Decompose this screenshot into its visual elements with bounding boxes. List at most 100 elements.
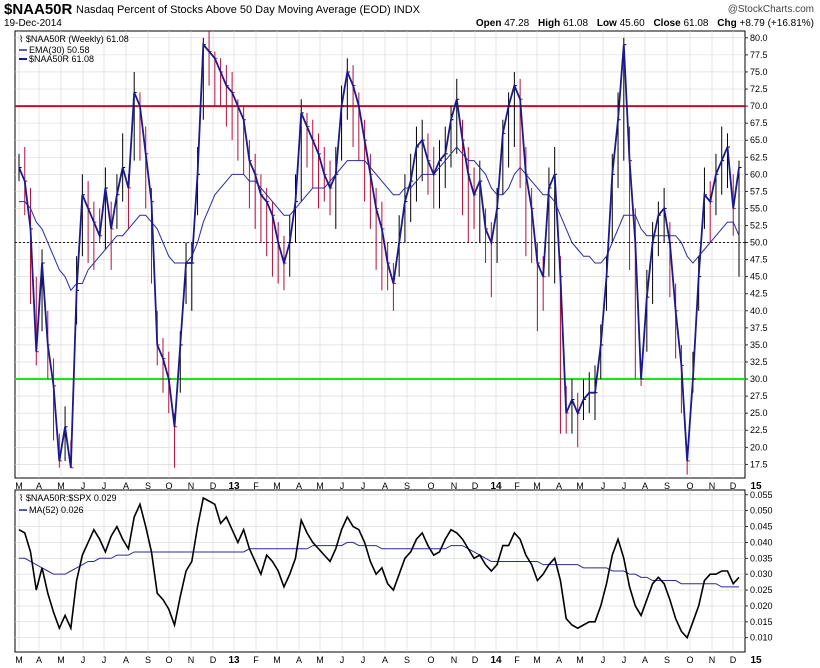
x-tick-label: N (188, 481, 195, 491)
y-tick-label: 25.0 (750, 408, 768, 418)
chart-date: 19-Dec-2014 (4, 18, 62, 29)
high-label: High (538, 18, 561, 29)
x-tick-label: M (273, 655, 281, 665)
series-line-ratio (18, 496, 740, 640)
x-tick-label: A (556, 481, 562, 491)
legend-entry-ema: EMA(30) 50.58 (29, 45, 90, 55)
x-tick-label: N (451, 481, 458, 491)
x-tick-label: 13 (228, 481, 240, 492)
series-line-naa50r (18, 42, 740, 468)
y-tick-label: 37.5 (750, 323, 768, 333)
x-tick-label: J (361, 481, 366, 491)
x-tick-label: M (576, 481, 584, 491)
y-tick-label: 30.0 (750, 374, 768, 384)
x-tick-label: A (382, 481, 388, 491)
y-tick-label: 65.0 (750, 135, 768, 145)
y-tick-label: 0.035 (750, 553, 773, 563)
x-tick-label: M (273, 481, 281, 491)
x-tick-label: N (709, 655, 716, 665)
x-tick-label: F (253, 481, 259, 491)
x-tick-label: J (601, 655, 606, 665)
x-tick-label: S (664, 655, 670, 665)
x-tick-label: J (361, 655, 366, 665)
x-tick-label: J (81, 481, 86, 491)
x-tick-label: A (123, 481, 129, 491)
y-tick-label: 70.0 (750, 101, 768, 111)
x-tick-label: D (210, 481, 217, 491)
chg-label: Chg (717, 18, 737, 29)
x-tick-label: A (556, 655, 562, 665)
ohlc-readout: Open 47.28 High 61.08 Low 45.60 Close 61… (470, 18, 814, 29)
x-tick-label: N (709, 481, 716, 491)
x-tick-label: M (533, 655, 541, 665)
x-tick-label: M (15, 655, 23, 665)
x-tick-label: 15 (750, 655, 762, 666)
x-tick-label: M (57, 655, 65, 665)
y-tick-label: 40.0 (750, 306, 768, 316)
y-tick-label: 0.010 (750, 633, 773, 643)
y-tick-label: 45.0 (750, 272, 768, 282)
x-tick-label: M (316, 655, 324, 665)
legend-entry-ratio: ⌇ $NAA50R:$SPX 0.029 (19, 493, 116, 503)
y-tick-label: 32.5 (750, 357, 768, 367)
y-tick-label: 0.055 (750, 490, 773, 500)
legend-entry-ma52: MA(52) 0.026 (29, 505, 84, 515)
x-tick-label: O (427, 655, 434, 665)
x-tick-label: A (642, 481, 648, 491)
x-tick-label: N (188, 655, 195, 665)
y-tick-label: 20.0 (750, 442, 768, 452)
x-tick-label: F (514, 481, 520, 491)
y-tick-label: 62.5 (750, 152, 768, 162)
open-label: Open (475, 18, 502, 29)
y-tick-label: 47.5 (750, 255, 768, 265)
y-tick-label: 75.0 (750, 67, 768, 77)
y-tick-label: 72.5 (750, 84, 768, 94)
x-tick-label: J (340, 655, 345, 665)
y-tick-label: 27.5 (750, 391, 768, 401)
x-tick-label: 14 (490, 481, 502, 492)
y-tick-label: 17.5 (750, 459, 768, 469)
y-tick-label: 52.5 (750, 220, 768, 230)
x-tick-label: M (576, 655, 584, 665)
y-tick-label: 55.0 (750, 203, 768, 213)
y-tick-label: 67.5 (750, 118, 768, 128)
x-tick-label: J (622, 655, 627, 665)
y-tick-label: 0.045 (750, 522, 773, 532)
x-tick-label: D (730, 481, 737, 491)
x-tick-label: A (296, 655, 302, 665)
y-tick-label: 80.0 (750, 33, 768, 43)
x-tick-label: A (296, 481, 302, 491)
x-tick-label: J (601, 481, 606, 491)
x-tick-label: A (36, 481, 42, 491)
x-tick-label: A (36, 655, 42, 665)
chg-value: +8.79 (+16.81%) (739, 18, 815, 29)
brand-watermark: @StockCharts.com (727, 4, 814, 15)
x-tick-label: M (316, 481, 324, 491)
close-label: Close (653, 18, 681, 29)
close-value: 61.08 (683, 18, 709, 29)
open-value: 47.28 (504, 18, 530, 29)
x-tick-label: M (533, 481, 541, 491)
x-tick-label: A (123, 655, 129, 665)
x-tick-label: 14 (490, 655, 502, 666)
y-tick-label: 77.5 (750, 50, 768, 60)
high-value: 61.08 (563, 18, 589, 29)
y-tick-label: 50.0 (750, 238, 768, 248)
x-tick-label: O (686, 481, 693, 491)
chart-description: Nasdaq Percent of Stocks Above 50 Day Mo… (76, 4, 421, 16)
x-tick-label: F (514, 655, 520, 665)
y-tick-label: 22.5 (750, 425, 768, 435)
y-tick-label: 0.030 (750, 569, 773, 579)
x-tick-label: S (145, 655, 151, 665)
legend-entry-price: $NAA50R 61.08 (29, 54, 94, 64)
y-tick-label: 0.025 (750, 585, 773, 595)
x-tick-label: D (472, 481, 479, 491)
y-tick-label: 57.5 (750, 186, 768, 196)
x-tick-label: S (664, 481, 670, 491)
x-tick-label: M (57, 481, 65, 491)
x-tick-label: F (253, 655, 259, 665)
x-tick-label: O (165, 481, 172, 491)
x-tick-label: O (686, 655, 693, 665)
